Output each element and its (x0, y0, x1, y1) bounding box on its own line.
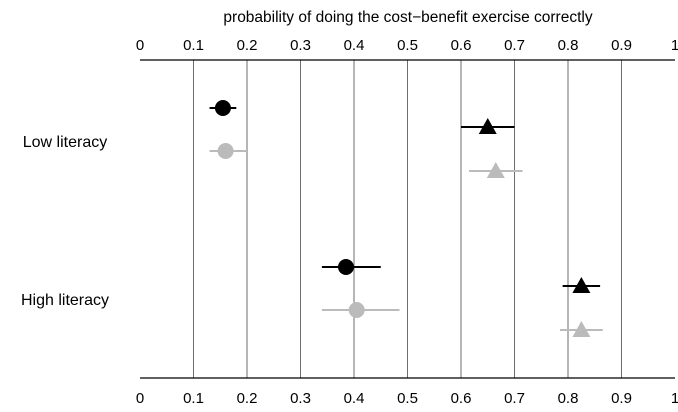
triangle-point (572, 277, 591, 293)
bottom-tick-label: 0 (136, 390, 144, 407)
bottom-tick-label: 0.8 (558, 390, 579, 407)
top-tick-label: 0.2 (237, 37, 258, 54)
top-tick-label: 0.6 (451, 37, 472, 54)
triangle-point (478, 118, 497, 134)
top-tick-label: 0.7 (504, 37, 525, 54)
row-label: High literacy (21, 292, 109, 309)
top-tick-label: 0.8 (558, 37, 579, 54)
vertical-gridlines (193, 60, 622, 378)
circle-point (214, 100, 231, 116)
x-axis-title: probability of doing the cost−benefit ex… (223, 9, 592, 26)
triangle-point (486, 162, 505, 178)
circle-point (337, 259, 354, 275)
data-marks (209, 100, 603, 337)
bottom-tick-label: 0.5 (397, 390, 418, 407)
top-tick-label: 0 (136, 37, 144, 54)
bottom-tick-label: 0.9 (611, 390, 632, 407)
circle-point (348, 302, 365, 318)
bottom-tick-label: 0.4 (344, 390, 365, 407)
top-tick-label: 0.9 (611, 37, 632, 54)
bottom-tick-label: 1 (671, 390, 678, 407)
circle-point (217, 143, 234, 159)
top-tick-label: 0.1 (183, 37, 204, 54)
triangle-point (572, 321, 591, 337)
top-tick-label: 1 (671, 37, 678, 54)
bottom-tick-label: 0.7 (504, 390, 525, 407)
top-tick-label: 0.4 (344, 37, 365, 54)
bottom-tick-label: 0.2 (237, 390, 258, 407)
top-tick-label: 0.3 (290, 37, 311, 54)
bottom-tick-label: 0.3 (290, 390, 311, 407)
bottom-tick-label: 0.6 (451, 390, 472, 407)
row-label: Low literacy (23, 134, 107, 151)
row-labels: Low literacy High literacy (21, 134, 109, 309)
top-tick-label: 0.5 (397, 37, 418, 54)
top-tick-labels: 0 0.1 0.2 0.3 0.4 0.5 0.6 0.7 0.8 0.9 1 (136, 37, 678, 54)
bottom-tick-labels: 0 0.1 0.2 0.3 0.4 0.5 0.6 0.7 0.8 0.9 1 (136, 390, 678, 407)
bottom-tick-label: 0.1 (183, 390, 204, 407)
